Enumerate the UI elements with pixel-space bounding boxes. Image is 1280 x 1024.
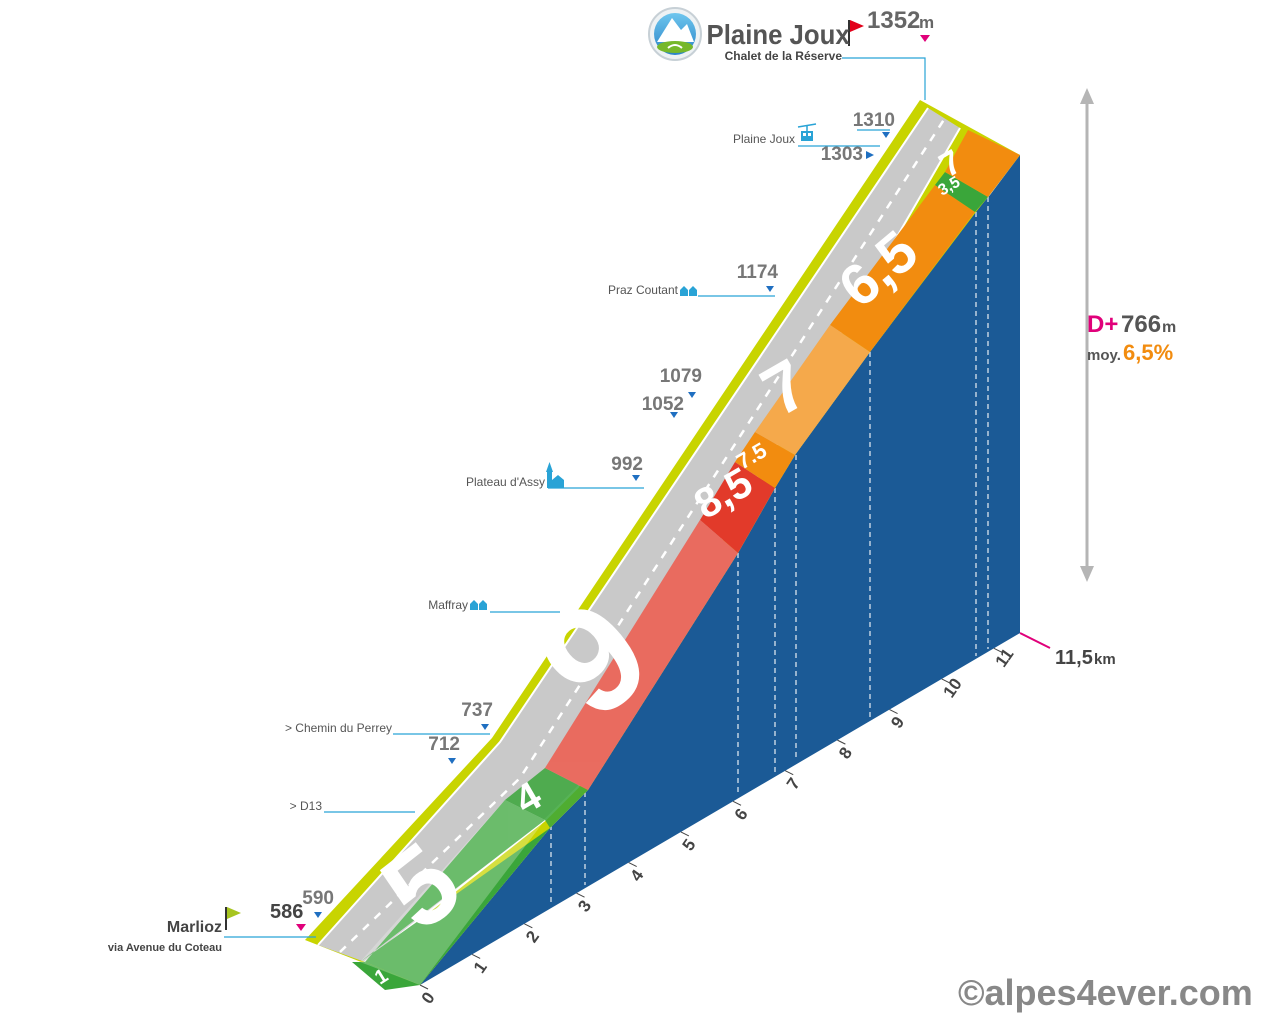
elevation-gain-value: 766 [1121,311,1161,338]
km-tick-label: 9 [887,713,908,732]
waypoint-altitude-1079: 1079 [660,366,702,387]
km-tick-mark [628,862,637,868]
segment-8 [935,172,988,212]
segment-0 [352,962,420,990]
elevation-gain-unit: m [1162,319,1176,336]
segment-1 [360,800,550,985]
km-tick-label: 6 [731,805,752,824]
km-tick-mark [419,984,429,990]
road-surface [318,108,960,962]
distance-unit: km [1094,651,1116,668]
segment-6 [755,325,870,455]
km-tick-mark [576,892,585,898]
km-tick-label: 8 [835,744,856,763]
km-tick-mark [471,953,481,959]
segment-9 [945,130,1020,197]
summit-marker-icon [920,35,930,42]
segment-7 [830,185,975,352]
km-tick-label: 1 [470,958,491,977]
km-tick-label: 5 [679,836,700,855]
elevation-arrow [1080,88,1094,582]
km-tick-mark [889,709,898,714]
segment-5 [735,432,795,488]
km-tick-label: 4 [626,866,647,885]
elevation-gain-prefix: D+ [1087,311,1118,338]
km-tick-label: 0 [418,989,439,1008]
houses-icon [470,600,487,610]
waypoint-label-maffray: Maffray [428,598,468,612]
houses-icon [680,286,697,296]
km-tick-mark [993,647,1003,653]
church-icon [546,462,564,488]
start-altitude: 586 [270,901,303,923]
waypoint-altitude-590: 590 [302,888,334,909]
summit-subtitle: Chalet de la Réserve [725,49,843,63]
km-tick-label: 10 [939,675,965,701]
summit-flag-icon [848,20,864,46]
copyright: ©alpes4ever.com [958,972,1253,1013]
km-tick-label: 7 [783,774,804,793]
km-tick-mark [732,800,742,806]
waypoint-altitude-1310: 1310 [853,110,895,131]
km-tick-mark [524,923,533,929]
waypoint-altitude-1303: 1303 [821,144,863,165]
summit-unit: m [919,13,934,32]
summit-altitude: 1352 [867,7,920,34]
km-tick-mark [837,739,846,745]
km-tick-mark [680,831,690,837]
waypoint-label-d13: > D13 [290,799,323,813]
summit-logo-icon [648,7,702,61]
waypoint-label-praz-coutant: Praz Coutant [608,283,679,297]
waypoint-label-plaine-joux: Plaine Joux [733,132,795,146]
segment-3 [545,520,738,790]
cable-car-icon [797,123,817,141]
waypoint-altitude-712: 712 [428,734,460,755]
waypoint-markers [314,132,890,918]
summit-leader [842,57,926,100]
km-tick-label: 2 [522,927,543,946]
start-name: Marlioz [167,919,222,936]
km-tick-label: 3 [574,897,595,916]
segment-2 [505,768,588,828]
gradient-strip [352,130,1020,990]
start-flag-icon [225,907,241,930]
segment-4 [700,462,775,553]
waypoint-label-chemin-perrey: > Chemin du Perrey [285,721,392,735]
summit-name: Plaine Joux [707,19,850,50]
km-tick-mark [784,770,794,776]
distance-value: 11,5 [1055,647,1093,669]
waypoint-label-plateau-assy: Plateau d'Assy [466,475,545,489]
average-value: 6,5% [1123,340,1173,365]
road-center-line [339,117,947,953]
start-subtitle: via Avenue du Coteau [108,942,222,954]
start-marker-icon [296,924,306,931]
km-tick-mark [941,678,950,684]
average-label: moy. [1087,347,1121,364]
waypoint-altitude-992: 992 [611,454,643,475]
waypoint-altitude-737: 737 [461,700,493,721]
waypoint-altitude-1174: 1174 [737,262,779,283]
strip-highlight [360,325,870,985]
base-edge [1019,632,1051,649]
waypoint-altitude-1052: 1052 [642,394,684,415]
km-dashed-lines [550,197,989,905]
